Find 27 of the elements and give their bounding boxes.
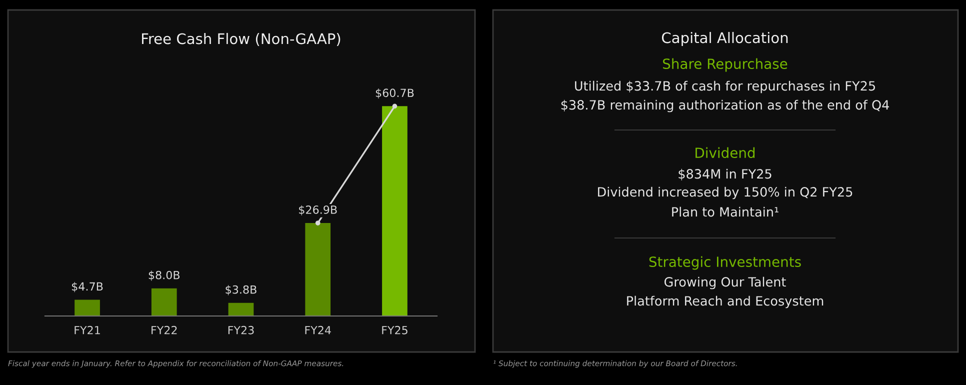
data-label: $4.7B [72, 282, 103, 292]
text: Dividend [696, 147, 755, 158]
text: Plan to Maintain¹ [672, 206, 778, 217]
x-tick-label: FY23 [228, 326, 254, 334]
x-tick-label: FY21 [74, 326, 100, 334]
text: Share Repurchase [663, 58, 788, 72]
bar [228, 302, 254, 316]
chart-title: Free Cash Flow (Non-GAAP) [142, 32, 340, 46]
text: Capital Allocation [662, 32, 788, 46]
text: Utilized $33.7B of cash for repurchases in FY25 [575, 80, 875, 94]
text: $834M in FY25 [678, 168, 772, 180]
x-tick-label: FY22 [152, 326, 177, 334]
text: $38.7B remaining authorization as of the end of Q4 [561, 100, 889, 112]
bar [74, 300, 100, 316]
text: Strategic Investments [649, 256, 801, 270]
bar [305, 223, 331, 316]
data-label: $3.8B [226, 285, 256, 296]
x-tick-label: FY24 [305, 326, 331, 334]
x-tick-label: FY25 [382, 326, 408, 334]
bar [151, 288, 177, 316]
data-label: $8.0B [148, 270, 180, 281]
text: Growing Our Talent [664, 276, 786, 290]
text: Dividend increased by 150% in Q2 FY25 [598, 186, 852, 200]
data-label: $26.9B [299, 205, 337, 216]
data-label: $60.7B [376, 88, 414, 99]
bar [382, 106, 408, 316]
text: Platform Reach and Ecosystem [627, 296, 824, 308]
